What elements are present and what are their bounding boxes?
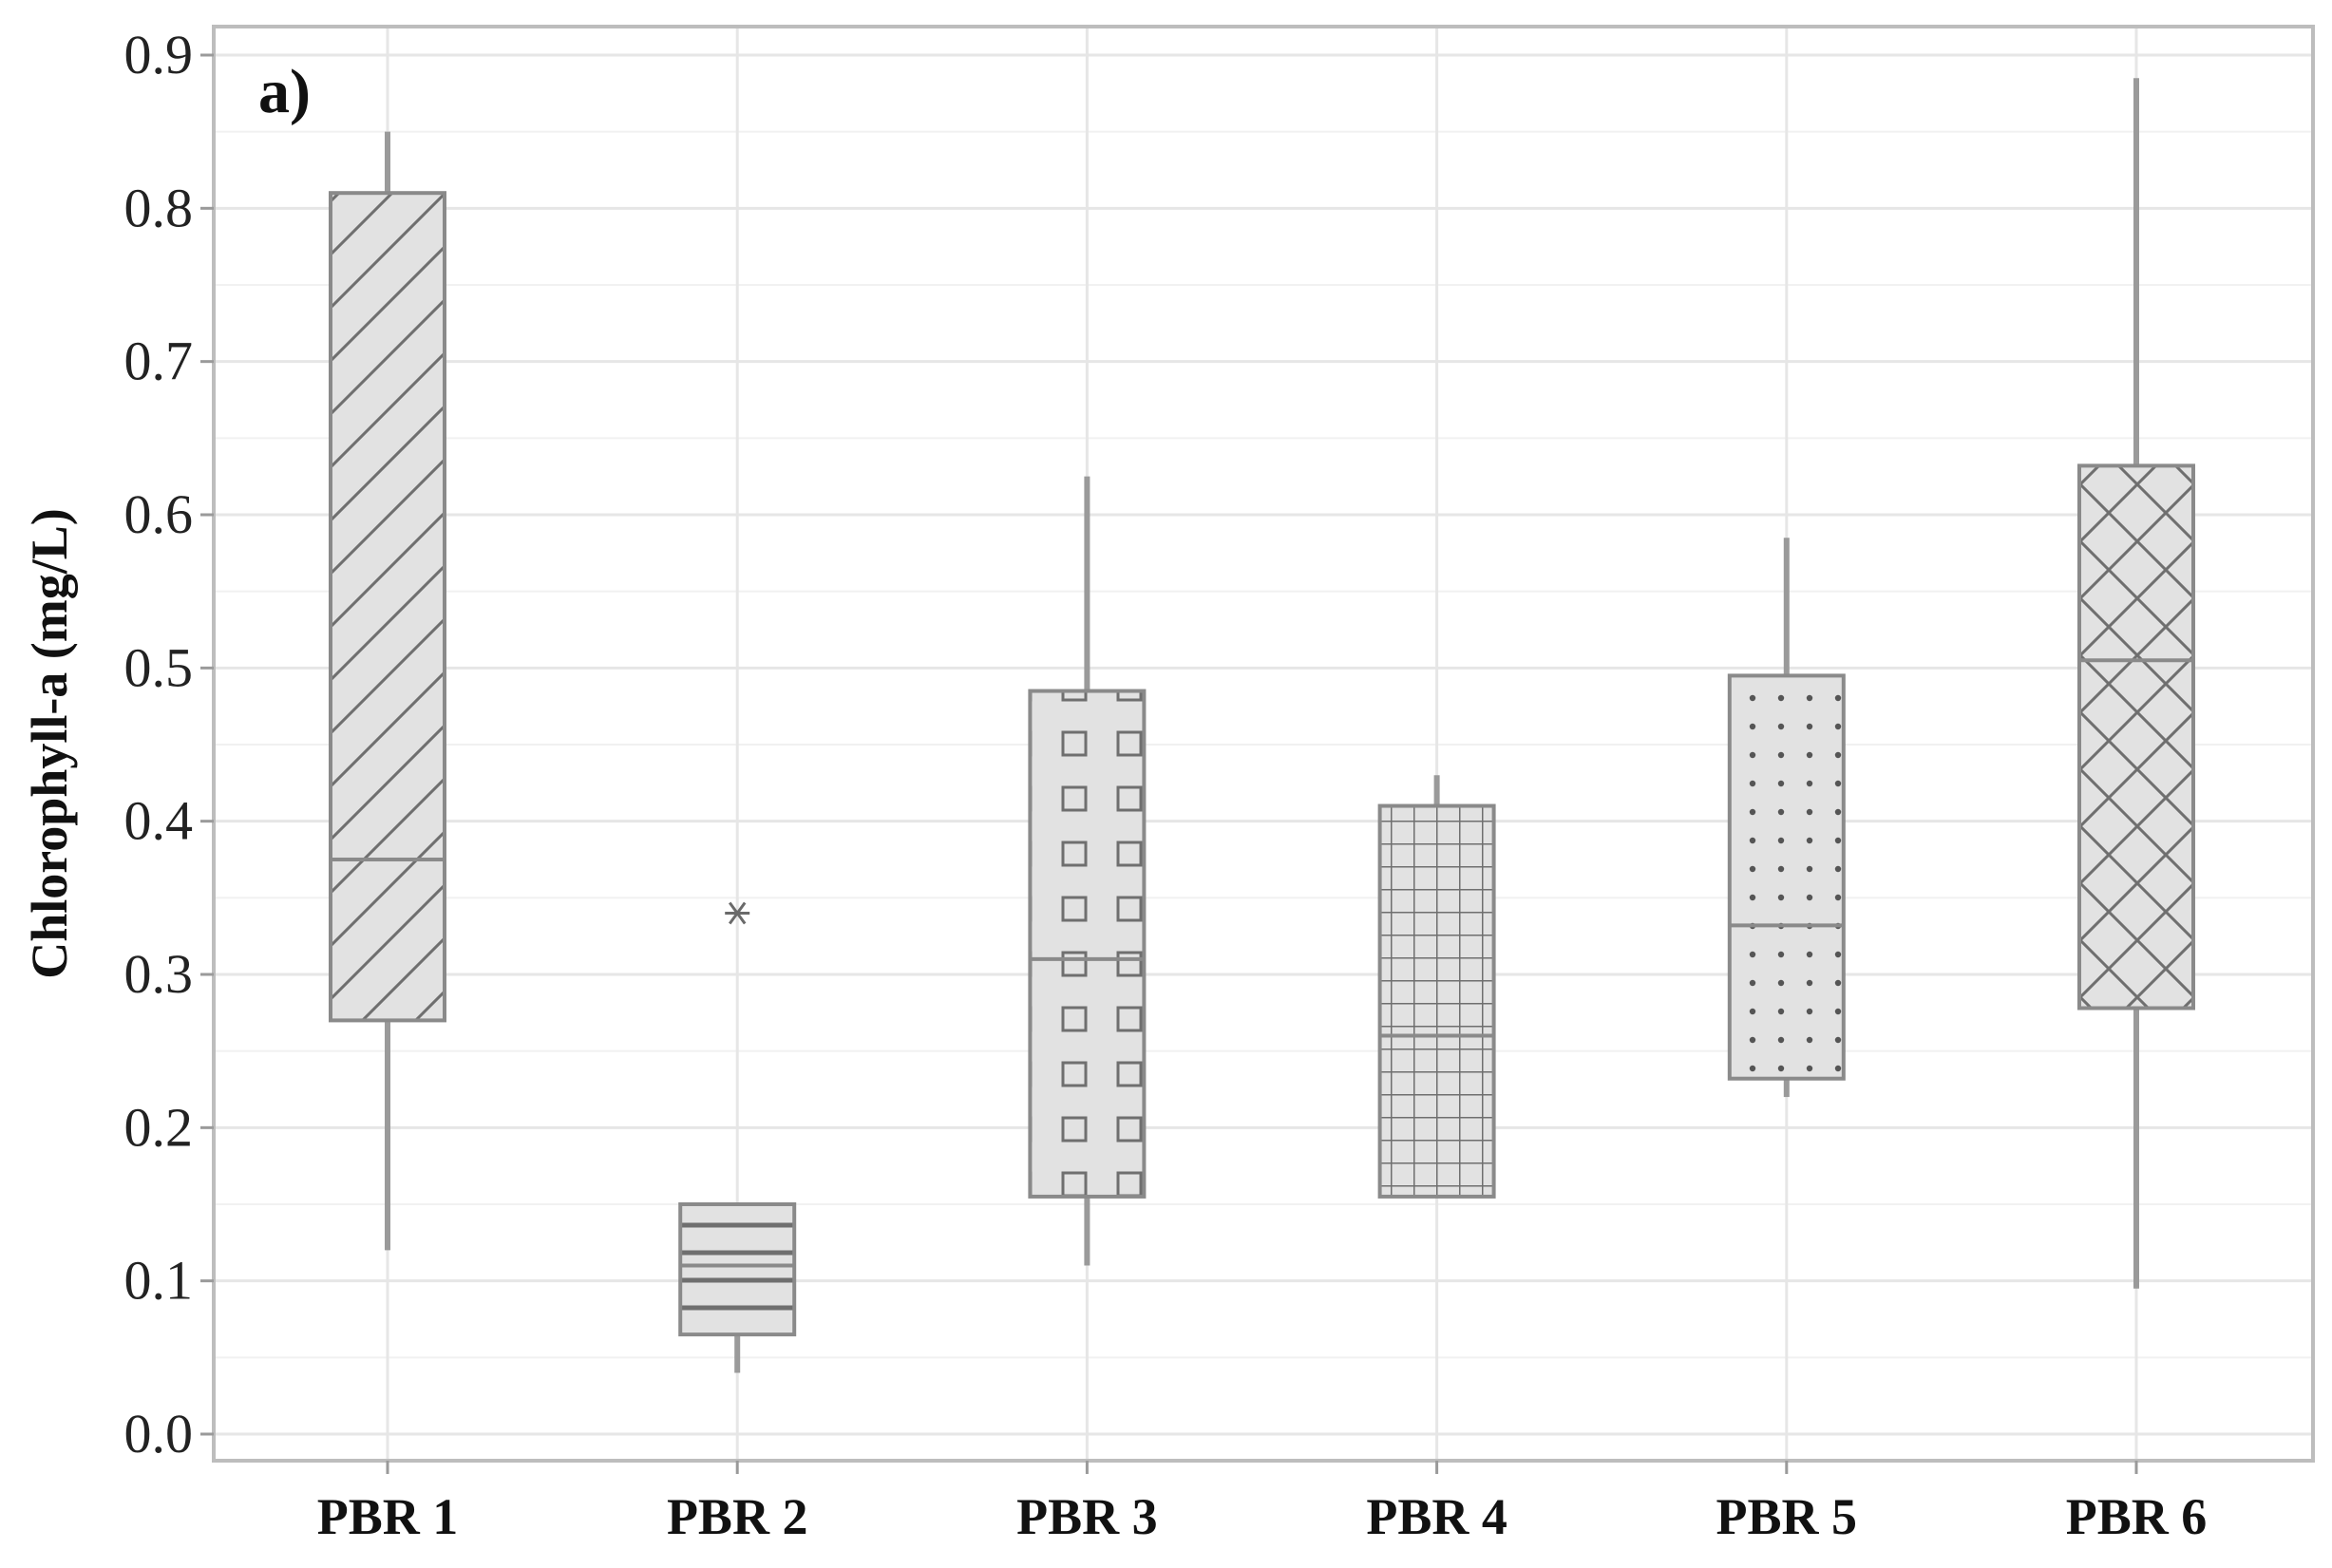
x-tick-labels: PBR 1 PBR 2 PBR 3 PBR 4 PBR 5 PBR 6 [317, 1461, 2208, 1545]
y-tick-label: 0.5 [124, 636, 194, 698]
box-pbr-6 [2077, 78, 2195, 1289]
box-pbr-1 [329, 131, 446, 1251]
iqr-box [1028, 689, 1147, 1199]
y-tick-label: 0.3 [124, 943, 194, 1005]
box-pbr-2 [678, 901, 797, 1373]
y-axis-title: Chlorophyll-a (mg/L) [21, 508, 78, 979]
y-tick-label: 0.0 [124, 1403, 194, 1464]
iqr-box [1377, 803, 1496, 1199]
x-tick-label: PBR 2 [667, 1488, 808, 1545]
y-tick-label: 0.6 [124, 483, 194, 545]
iqr-box [2077, 463, 2195, 1011]
y-tick-label: 0.4 [124, 790, 194, 852]
y-tick-label: 0.2 [124, 1096, 194, 1158]
box-pbr-5 [1727, 538, 1846, 1098]
iqr-box [329, 191, 446, 1023]
panel-label: a) [258, 57, 311, 126]
x-tick-label: PBR 3 [1016, 1488, 1158, 1545]
x-tick-label: PBR 5 [1716, 1488, 1858, 1545]
y-tick-label: 0.9 [124, 24, 194, 85]
y-tick-label: 0.1 [124, 1250, 194, 1312]
box-pbr-4 [1377, 775, 1496, 1199]
y-tick-label: 0.7 [124, 331, 194, 392]
x-tick-label: PBR 4 [1366, 1488, 1507, 1545]
x-tick-label: PBR 1 [317, 1488, 459, 1545]
plot-frame [212, 25, 2315, 1463]
x-tick-label: PBR 6 [2066, 1488, 2208, 1545]
box-pbr-3 [1028, 476, 1147, 1266]
iqr-box [1727, 673, 1846, 1081]
y-tick-labels: 0.0 0.1 0.2 0.3 0.4 0.5 0.6 0.7 0.8 0.9 [124, 24, 214, 1464]
outlier-point [725, 901, 750, 925]
iqr-box [678, 1202, 797, 1337]
y-tick-label: 0.8 [124, 177, 194, 238]
boxes [329, 78, 2195, 1373]
